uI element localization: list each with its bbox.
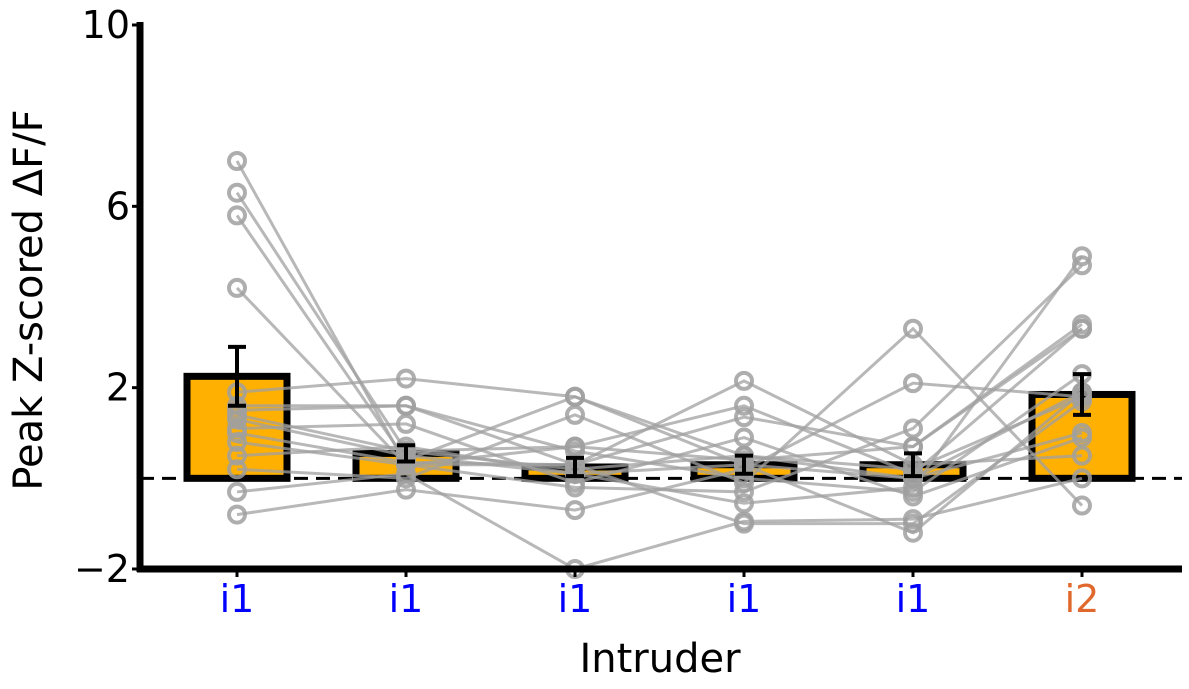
individual-line [236,472,1083,571]
x-tick-label: i2 [1065,577,1100,621]
individual-line [236,400,1083,526]
individual-point [1072,445,1092,466]
x-tick-label: i1 [220,577,255,621]
individual-point [1072,468,1092,489]
individual-point [903,477,923,498]
x-tick-label: i1 [727,577,762,621]
individual-point [734,481,754,502]
individual-point [396,479,416,500]
individual-line [236,255,1084,505]
individual-point [903,418,923,439]
individual-point [1072,318,1092,339]
individual-point [565,477,585,498]
y-axis-title: Peak Z-scored ΔF/F [6,109,52,490]
individual-point [903,522,923,543]
individual-point [903,486,923,507]
individual-point [227,481,247,502]
individual-point [1072,246,1092,267]
individual-point [227,205,247,226]
individual-point [227,423,247,443]
individual-point [396,413,416,434]
individual-point [396,395,416,416]
y-tick-label: −2 [74,547,130,591]
individual-point [903,513,923,534]
individual-point [1072,495,1092,516]
individual-point [227,151,247,171]
individual-point [396,368,416,389]
x-tick-label: i1 [558,577,593,621]
individual-line [235,191,1083,471]
individual-point [227,432,247,453]
x-tick-label: i1 [896,577,931,621]
individual-point [565,404,585,425]
individual-point [734,407,754,428]
individual-line [236,322,1083,467]
y-tick-label: 10 [82,3,130,47]
axes-layer [136,22,1182,573]
individual-point [903,373,923,394]
individual-point [734,513,754,534]
individual-point [565,436,585,457]
individual-line [236,327,1083,462]
individual-line [235,214,1083,480]
individual-point [734,370,754,391]
individual-point [734,493,754,514]
individual-point [227,277,247,298]
individual-point [227,459,247,480]
ticks-layer: −2 2 6 10 i1 i1 i1 i1 i1 i2 [74,3,1099,621]
x-axis-title: Intruder [579,636,741,682]
x-tick-label: i1 [389,577,424,621]
individual-line [236,422,1083,499]
individual-point [1072,255,1092,276]
individual-point [227,445,247,466]
individual-point [565,386,585,407]
individual-point [227,504,247,525]
individual-point [903,318,923,339]
errors-layer [228,344,1091,479]
individuals-layer [227,151,1092,579]
y-tick-label: 2 [106,366,130,410]
y-tick-label: 6 [106,184,130,228]
individual-point [565,500,585,521]
individual-point [734,395,754,416]
individual-point [1072,427,1092,448]
individual-point [734,427,754,448]
individual-line [236,391,1083,535]
individual-point [227,182,247,203]
